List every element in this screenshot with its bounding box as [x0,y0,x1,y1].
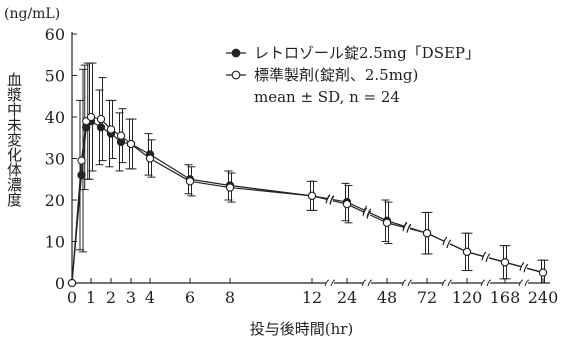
data-point-open [422,229,432,238]
data-point-filled [96,123,106,132]
x-tick-label: 2 [106,288,116,307]
x-axis-break-mark [518,279,530,287]
data-point-open [96,114,106,124]
x-axis-break-mark [324,279,336,287]
series-break-mark [402,222,412,233]
x-axis-break-mark [480,279,492,287]
series-line-segment [149,157,191,182]
x-tick-label: 240 [528,288,559,307]
series-break-mark [442,236,452,249]
x-axis-title: 投与後時間(hr) [249,320,354,338]
x-tick-label: 1 [86,288,96,307]
data-point-open [67,278,77,288]
y-tick-label: 60 [45,25,65,44]
data-point-open [382,218,392,227]
y-tick-label: 20 [45,191,65,210]
x-axis-break-mark [441,279,453,287]
y-tick-label: 10 [45,233,65,252]
legend-annotation: mean ± SD, n = 24 [254,88,400,106]
x-axis-break-gap [482,279,490,287]
data-point-open [86,112,96,122]
x-axis-break-mark [401,279,413,287]
x-tick-label: 3 [126,288,136,307]
x-axis-break-gap [403,279,411,287]
data-point-open [500,258,510,267]
y-unit-label: (ng/mL) [4,6,61,22]
x-tick-label: 72 [417,288,437,307]
data-point-open [307,191,317,200]
x-axis-break-gap [363,279,371,287]
y-tick-label: 40 [45,108,65,127]
series-break-mark [481,251,491,263]
legend-label: 標準製剤(錠剤、2.5mg) [254,66,418,84]
series-break-mark [362,205,372,217]
series-line-segment [189,178,231,187]
x-tick-label: 8 [225,288,235,307]
data-point-open [77,156,86,165]
x-tick-label: 6 [185,288,195,307]
x-tick-label: 48 [377,288,397,307]
y-tick-label: 50 [45,67,65,86]
x-axis-break-mark [361,279,373,287]
series-line-segment [80,127,87,176]
data-point-open [126,139,136,149]
data-point-open [145,154,155,163]
y-tick-label: 0 [55,274,65,293]
y-tick-label: 30 [45,150,65,169]
data-point-open [225,183,235,192]
series-line-segment [149,153,191,180]
data-point-open [116,131,126,140]
series-line-segment [71,160,83,284]
series-break-mark [362,207,372,220]
data-point-open [342,199,352,209]
x-tick-label: 0 [67,288,77,307]
series-line-segment [229,186,313,197]
series-break-mark [519,262,529,273]
x-axis-break-gap [520,279,528,287]
x-tick-label: 24 [337,288,357,307]
data-point-open [106,125,116,134]
x-tick-label: 12 [302,288,322,307]
data-point-open [538,268,548,277]
series-line-segment [189,180,231,189]
x-tick-label: 120 [452,288,483,307]
legend-marker [231,48,241,58]
x-tick-label: 168 [490,288,521,307]
legend-label: レトロゾール錠2.5mg「DSEP」 [254,44,480,62]
x-axis-break-gap [443,279,451,287]
x-tick-label: 4 [145,288,155,307]
data-point-filled [77,170,86,180]
data-point-open [462,247,472,257]
y-axis-title: 血漿中未変化体濃度 [5,72,23,207]
x-axis-break-gap [326,279,334,287]
data-point-open [185,177,195,186]
series-break-mark [325,194,335,205]
series-line-segment [80,121,87,161]
legend-marker [231,70,241,80]
